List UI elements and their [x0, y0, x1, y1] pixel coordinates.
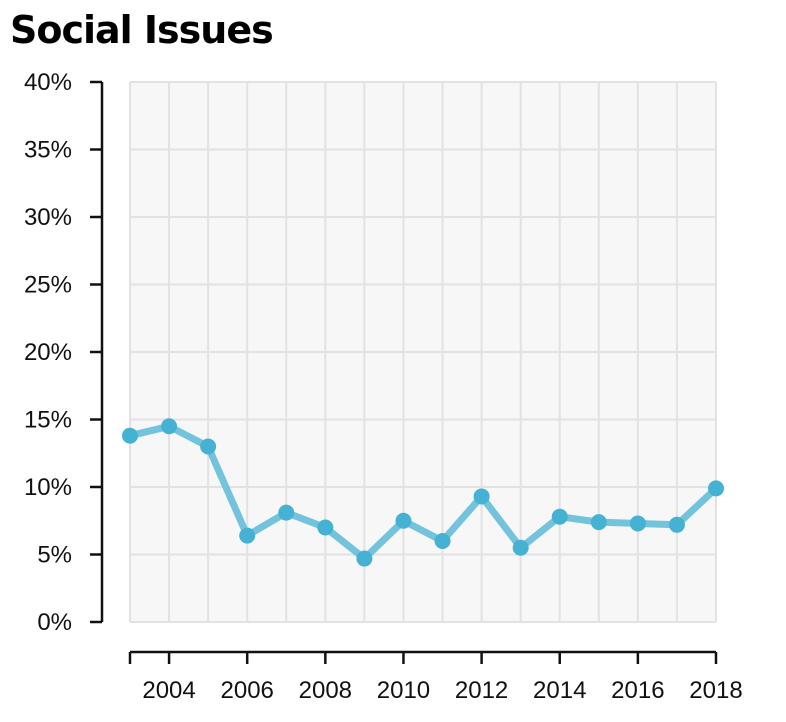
x-tick-label: 2014	[533, 677, 586, 704]
y-tick-label: 15%	[24, 407, 72, 434]
data-point	[590, 514, 607, 531]
y-tick-label: 0%	[37, 609, 72, 636]
data-point	[395, 512, 412, 529]
x-tick-label: 2008	[299, 677, 352, 704]
y-tick-label: 20%	[24, 339, 72, 366]
y-tick-label: 25%	[24, 272, 72, 299]
x-tick-label: 2004	[142, 677, 195, 704]
data-point	[434, 533, 451, 549]
series-line	[126, 422, 720, 562]
y-tick-label: 40%	[24, 69, 72, 96]
x-tick-label: 2016	[611, 677, 664, 704]
y-tick-label: 30%	[24, 204, 72, 231]
data-point	[551, 508, 568, 525]
y-tick-label: 5%	[37, 542, 72, 569]
x-tick-label: 2006	[221, 677, 274, 704]
y-tick-label: 35%	[24, 137, 72, 164]
data-point	[317, 519, 334, 536]
data-point	[473, 488, 490, 505]
chart-title: Social Issues	[10, 8, 274, 52]
y-tick-label: 10%	[24, 474, 72, 501]
data-point	[512, 539, 529, 556]
data-point	[278, 504, 295, 521]
x-tick-label: 2012	[455, 677, 508, 704]
data-point	[239, 527, 256, 544]
x-tick-label: 2018	[689, 677, 742, 704]
data-point	[122, 427, 138, 444]
data-point	[629, 515, 646, 532]
data-point	[356, 550, 373, 567]
data-point	[200, 438, 217, 455]
data-point	[708, 480, 724, 497]
data-point	[668, 516, 685, 533]
x-tick-label: 2010	[377, 677, 430, 704]
data-point	[161, 418, 178, 435]
